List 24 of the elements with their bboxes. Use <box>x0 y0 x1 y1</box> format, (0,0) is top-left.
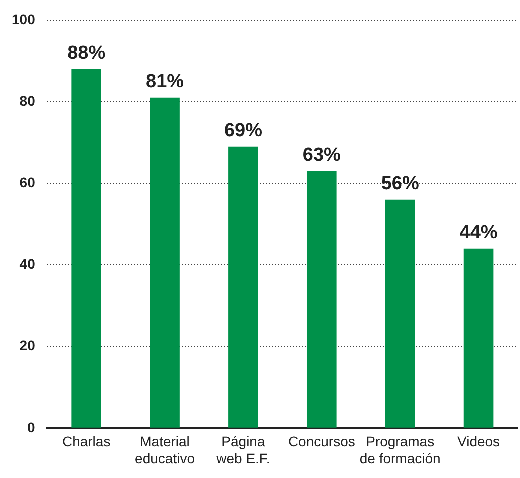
bar <box>306 171 337 428</box>
y-tick-label: 100 <box>12 11 36 28</box>
data-label: 44% <box>460 222 498 244</box>
y-tick-label: 0 <box>28 419 36 436</box>
x-tick-label: Página web E.F. <box>216 434 270 466</box>
data-label: 56% <box>381 174 420 195</box>
data-label: 63% <box>302 145 342 166</box>
bar <box>464 248 494 428</box>
bar <box>150 98 180 428</box>
bar <box>72 69 102 428</box>
x-tick-label: Material educativo <box>135 434 196 466</box>
x-tick-label: Charlas <box>62 434 111 450</box>
data-label: 88% <box>68 43 106 64</box>
bar <box>228 146 258 428</box>
y-tick-label: 40 <box>20 256 36 272</box>
x-tick-label: Concursos <box>288 434 356 450</box>
y-tick-label: 80 <box>20 92 36 109</box>
bar <box>385 200 416 428</box>
x-tick-label: Videos <box>458 434 500 450</box>
data-label: 69% <box>224 120 263 142</box>
y-tick-label: 20 <box>20 338 36 354</box>
x-tick-label: Programas de formación <box>360 434 441 466</box>
y-tick-label: 60 <box>20 174 36 190</box>
data-label: 81% <box>146 72 184 93</box>
